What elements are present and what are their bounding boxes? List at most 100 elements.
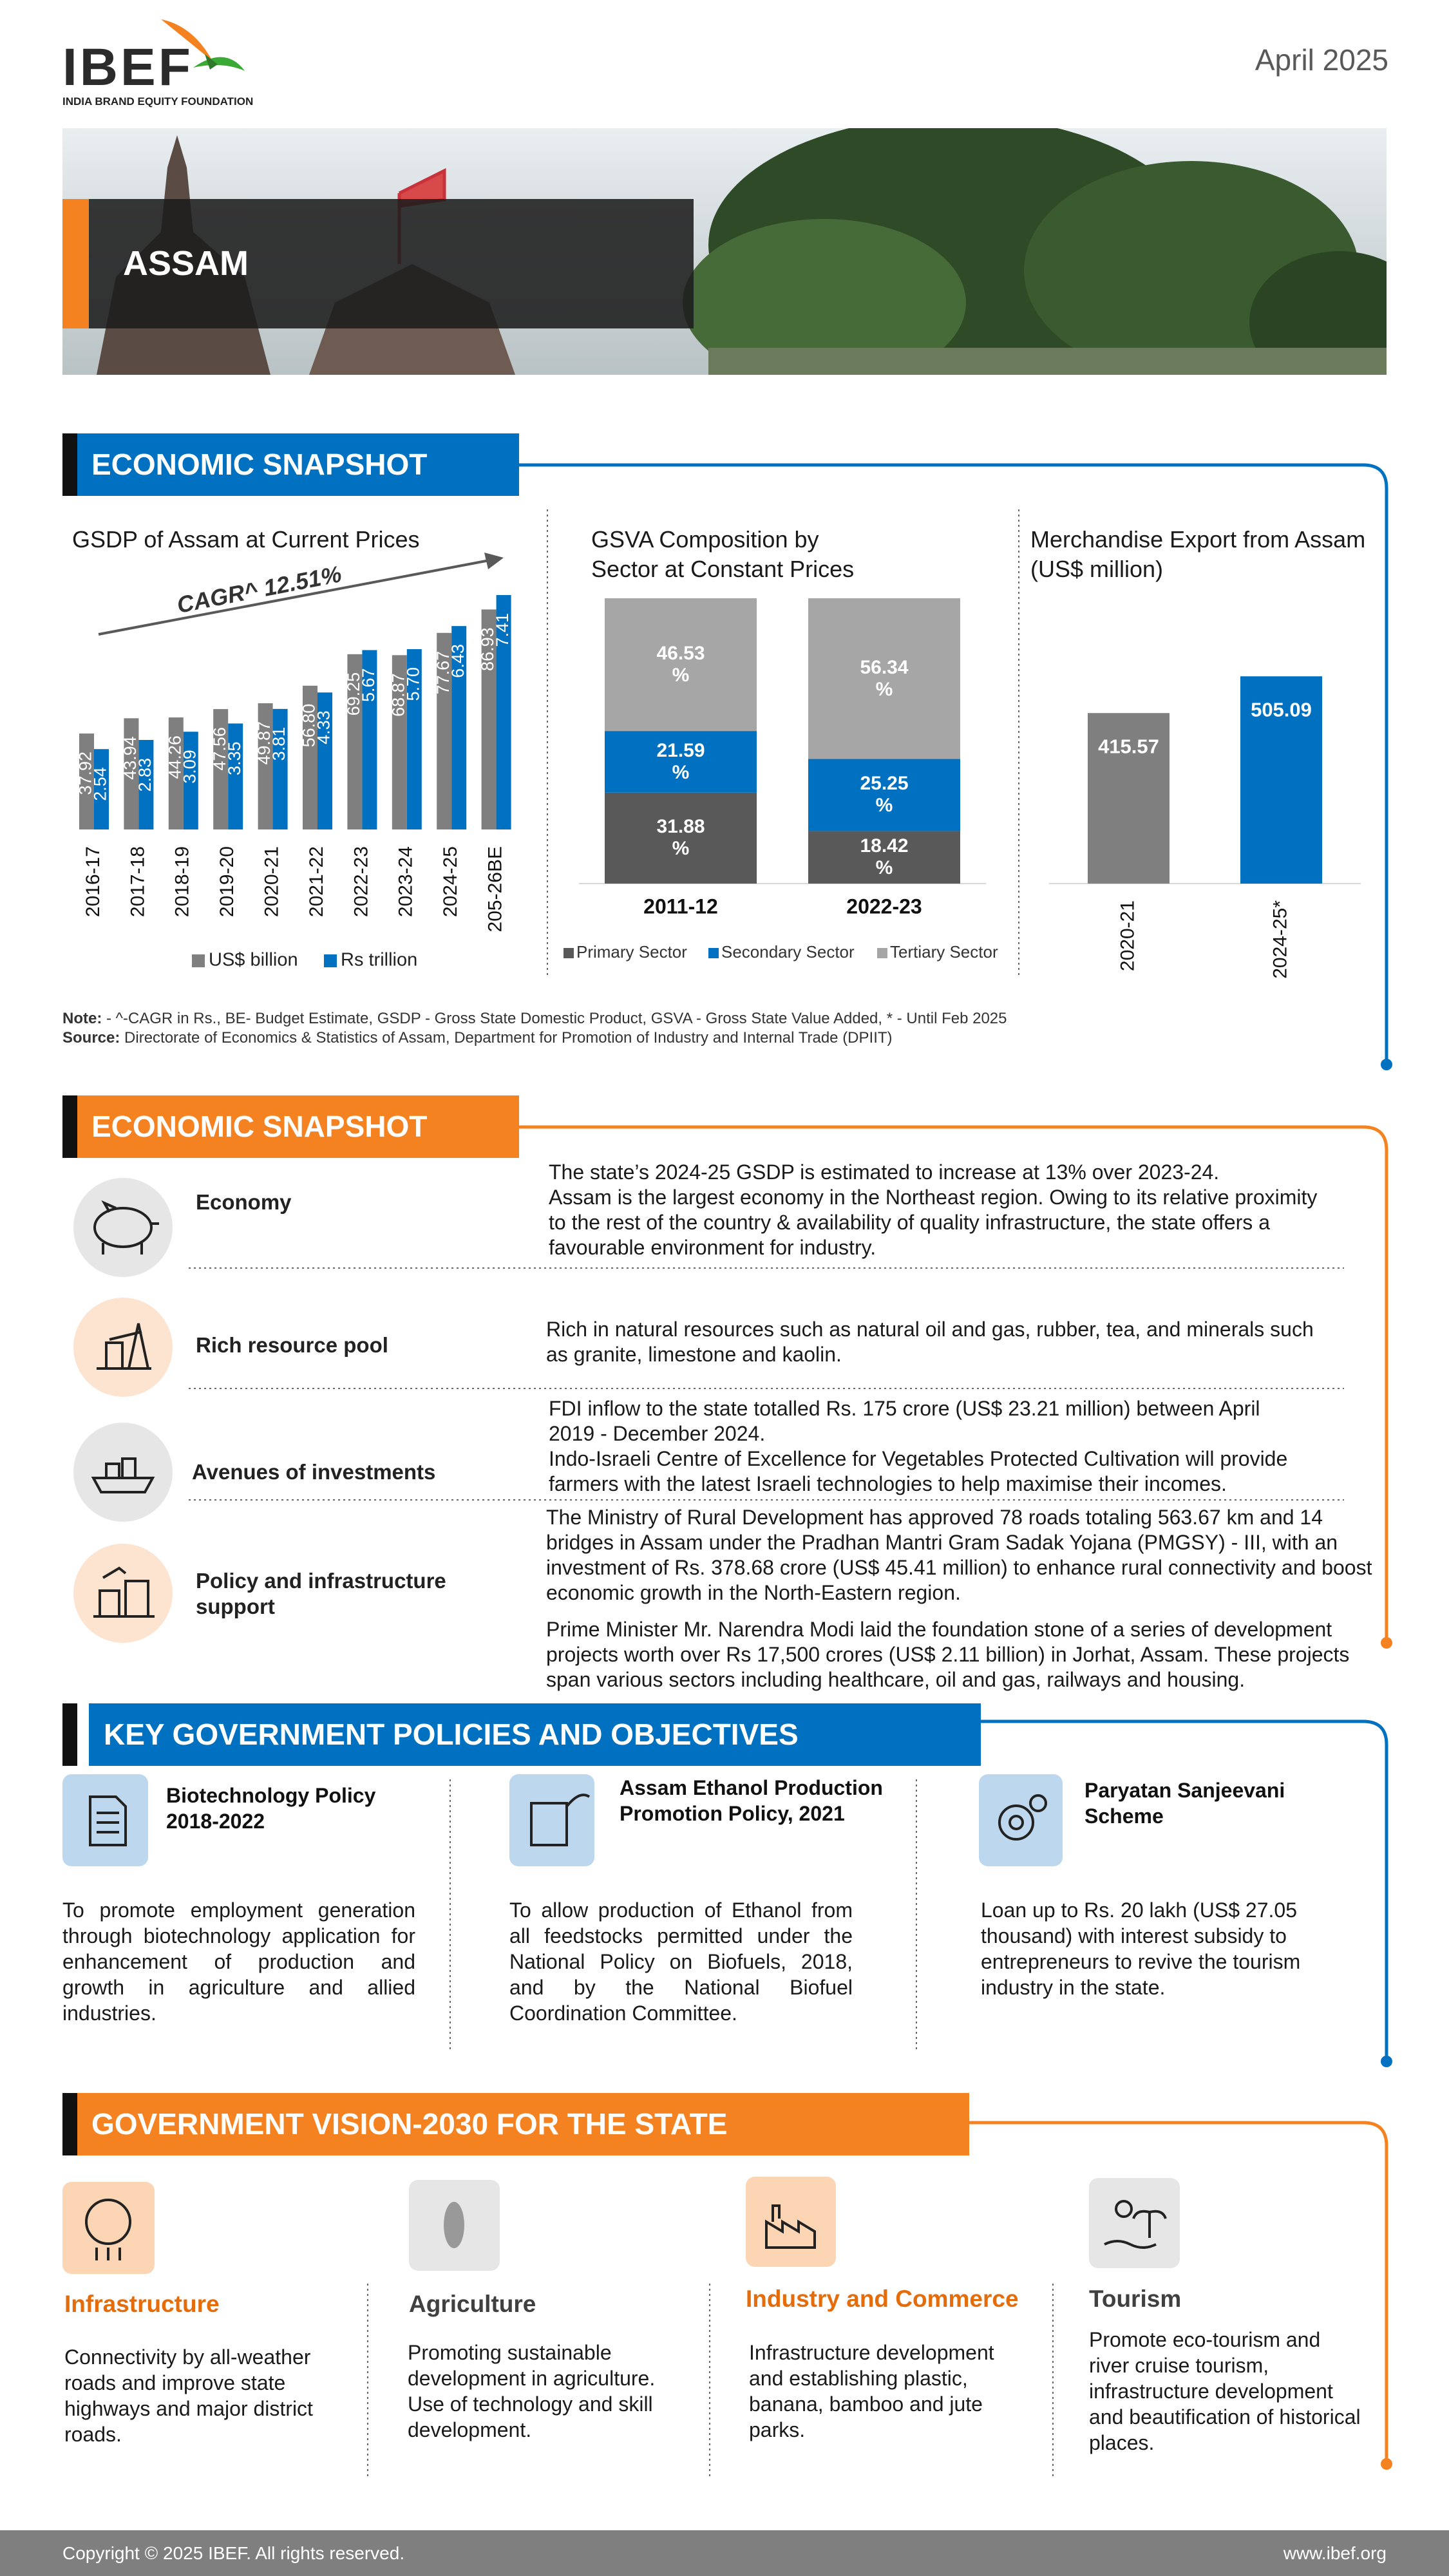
bar xyxy=(228,723,243,829)
hero-image xyxy=(62,128,1387,375)
row-label: Rich resource pool xyxy=(196,1333,388,1357)
connector xyxy=(981,1719,1388,2061)
bottle-icon xyxy=(530,1794,591,1846)
data-label: 37.92 xyxy=(76,752,95,795)
paragraph: Assam is the largest economy in the Nort… xyxy=(549,1186,1318,1259)
section-title: ECONOMIC SNAPSHOT xyxy=(77,433,519,496)
legend-swatch xyxy=(877,948,887,958)
bar xyxy=(392,655,407,829)
vision-text: Infrastructure development and establish… xyxy=(749,2341,994,2441)
data-label: 25.25 % xyxy=(860,773,909,817)
x-tick-label: 2016-17 xyxy=(82,846,104,917)
bar xyxy=(213,709,229,829)
bar xyxy=(138,739,154,829)
bar-segment xyxy=(808,831,960,884)
row-label: Avenues of investments xyxy=(192,1460,436,1484)
bar-segment xyxy=(808,759,960,831)
infra-icon xyxy=(85,2199,131,2245)
data-label: 3.81 xyxy=(269,727,289,761)
header-strip xyxy=(62,1095,77,1158)
data-label: 4.33 xyxy=(314,710,334,744)
legend-label: US$ billion xyxy=(209,950,298,971)
icon-bg xyxy=(73,1178,173,1277)
bar xyxy=(1088,713,1170,884)
legend-label: Tertiary Sector xyxy=(890,942,998,961)
bar xyxy=(124,718,139,829)
section-title: KEY GOVERNMENT POLICIES AND OBJECTIVES xyxy=(89,1703,981,1766)
x-tick-label: 2023-24 xyxy=(395,846,417,917)
cagr-arrowhead xyxy=(484,553,504,569)
chart-title: Merchandise Export from Assam (US$ milli… xyxy=(1030,526,1366,582)
pig-icon xyxy=(93,1207,153,1248)
x-tick-label: 2020-21 xyxy=(261,846,283,917)
doc-icon xyxy=(89,1795,127,1846)
data-label: 44.26 xyxy=(165,735,184,779)
legend-label: Primary Sector xyxy=(576,942,687,961)
chart-title: GSDP of Assam at Current Prices xyxy=(72,526,420,553)
data-label: 47.56 xyxy=(210,727,229,771)
section-title: ECONOMIC SNAPSHOT xyxy=(77,1095,519,1158)
pig-icon xyxy=(101,1200,159,1255)
source: Source: Directorate of Economics & Stati… xyxy=(62,1029,893,1047)
bar xyxy=(183,732,198,829)
connector-dot xyxy=(1381,1637,1392,1649)
source-text: Directorate of Economics & Statistics of… xyxy=(124,1029,893,1046)
website: www.ibef.org xyxy=(1283,2543,1387,2563)
logo: IBEF xyxy=(62,38,193,97)
data-label: 7.41 xyxy=(493,613,512,647)
chart-title: GSVA Composition by Sector at Constant P… xyxy=(591,526,855,582)
sun-icon xyxy=(1115,2200,1133,2218)
row-label: Economy xyxy=(196,1190,292,1214)
gear-icon xyxy=(998,1804,1034,1841)
legend-label: Secondary Sector xyxy=(721,942,855,961)
note: Note: - ^-CAGR in Rs., BE- Budget Estima… xyxy=(62,1010,1007,1028)
footer: Copyright © 2025 IBEF. All rights reserv… xyxy=(0,2530,1449,2576)
row-text: The state’s 2024-25 GSDP is estimated to… xyxy=(549,1160,1321,1260)
vision-title: Agriculture xyxy=(409,2291,536,2317)
icon-bg xyxy=(746,2177,836,2267)
bar xyxy=(496,594,511,829)
paragraph: FDI inflow to the state totalled Rs. 175… xyxy=(549,1397,1260,1445)
note-text: - ^-CAGR in Rs., BE- Budget Estimate, GS… xyxy=(106,1010,1007,1027)
ship-icon xyxy=(91,1457,155,1493)
legend-swatch xyxy=(324,954,337,967)
data-label: 43.94 xyxy=(120,736,140,780)
x-tick-label: 2024-25* xyxy=(1269,900,1291,979)
data-label: 2.83 xyxy=(135,758,155,792)
note-label: Note: xyxy=(62,1010,102,1027)
connector xyxy=(519,463,1388,1065)
policy-text: To allow production of Ethanol from all … xyxy=(509,1899,853,2025)
gear-icon xyxy=(1009,1815,1024,1830)
vision-title: Infrastructure xyxy=(64,2291,220,2317)
vision-text: Promote eco-tourism and river cruise tou… xyxy=(1089,2328,1361,2454)
vision-title: Tourism xyxy=(1089,2286,1182,2312)
data-label: 5.67 xyxy=(359,668,378,702)
x-tick-label: 2011-12 xyxy=(643,895,718,918)
policy-text: To promote employment generation through… xyxy=(62,1899,415,2025)
data-label: 49.87 xyxy=(254,721,274,765)
corn-icon xyxy=(444,2202,464,2248)
data-label: 18.42 % xyxy=(860,835,909,879)
paragraph: Indo-Israeli Centre of Excellence for Ve… xyxy=(549,1447,1288,1495)
row-text: FDI inflow to the state totalled Rs. 175… xyxy=(549,1396,1309,1497)
policy-title: Assam Ethanol Production Promotion Polic… xyxy=(620,1776,883,1825)
state-name: ASSAM xyxy=(123,244,249,283)
gear-icon xyxy=(1029,1794,1047,1812)
bar-segment xyxy=(808,598,960,759)
logo-wing xyxy=(193,57,245,71)
x-tick-label: 2022-23 xyxy=(350,846,372,917)
data-label: 56.34 % xyxy=(860,656,909,700)
data-label: 505.09 xyxy=(1251,698,1312,721)
connector-dot xyxy=(1381,2056,1392,2067)
bar xyxy=(94,749,109,829)
paragraph: The state’s 2024-25 GSDP is estimated to… xyxy=(549,1160,1220,1184)
data-label: 415.57 xyxy=(1098,735,1159,757)
icons xyxy=(62,1178,1180,2274)
bar xyxy=(406,649,422,829)
bar xyxy=(481,609,497,829)
separators xyxy=(189,509,1344,2477)
ground xyxy=(708,348,1387,375)
policy-title: Biotechnology Policy 2018-2022 xyxy=(166,1784,376,1833)
hero-strip xyxy=(62,199,89,328)
bar xyxy=(362,650,377,829)
